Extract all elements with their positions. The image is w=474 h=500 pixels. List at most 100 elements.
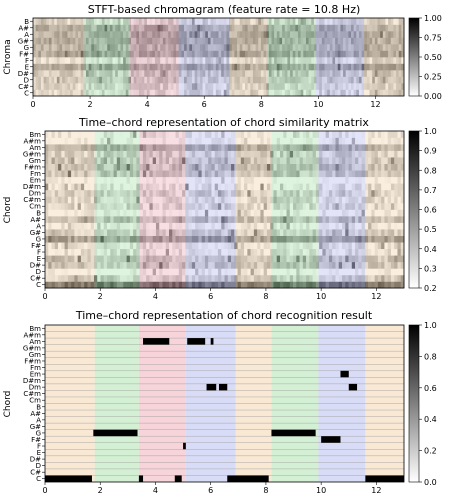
chroma-cell bbox=[250, 31, 254, 38]
chroma-cell bbox=[213, 57, 217, 64]
similarity-cell bbox=[110, 150, 114, 158]
similarity-cell bbox=[237, 216, 242, 223]
similarity-cell bbox=[204, 274, 209, 282]
similarity-cell bbox=[51, 150, 56, 158]
similarity-cell bbox=[309, 248, 313, 256]
chroma-cell bbox=[210, 76, 214, 84]
similarity-cell bbox=[58, 137, 62, 145]
similarity-cell bbox=[51, 281, 56, 289]
similarity-cell bbox=[45, 255, 49, 263]
chroma-cell bbox=[316, 70, 320, 77]
similarity-cell bbox=[322, 196, 326, 204]
chroma-cell bbox=[308, 76, 312, 84]
chroma-cell bbox=[197, 89, 201, 97]
chroma-cell bbox=[252, 44, 256, 51]
chroma-cell bbox=[234, 24, 238, 32]
chroma-cell bbox=[133, 83, 137, 90]
similarity-cell bbox=[247, 261, 251, 269]
similarity-cell bbox=[325, 216, 330, 223]
chroma-cell bbox=[46, 18, 50, 25]
similarity-cell bbox=[377, 157, 382, 165]
chroma-cell bbox=[390, 57, 394, 64]
similarity-cell bbox=[361, 163, 366, 171]
similarity-cell bbox=[169, 255, 173, 263]
similarity-cell bbox=[217, 144, 222, 151]
similarity-cell bbox=[80, 144, 85, 151]
chroma-cell bbox=[221, 37, 225, 45]
chroma-cell bbox=[358, 57, 362, 64]
similarity-cell bbox=[237, 242, 242, 250]
similarity-cell bbox=[214, 183, 219, 191]
similarity-cell bbox=[302, 242, 307, 250]
similarity-cell bbox=[390, 170, 395, 178]
similarity-cell bbox=[211, 150, 216, 158]
chroma-cell bbox=[292, 83, 296, 90]
chroma-cell bbox=[215, 63, 219, 71]
chroma-cell bbox=[109, 63, 113, 71]
chroma-cell bbox=[303, 76, 307, 84]
chroma-cell bbox=[385, 31, 389, 38]
similarity-cell bbox=[58, 157, 62, 165]
chroma-cell bbox=[173, 44, 177, 51]
chroma-cell bbox=[165, 50, 169, 58]
chroma-cell bbox=[184, 76, 187, 84]
chroma-cell bbox=[401, 50, 405, 58]
chroma-cell bbox=[170, 89, 174, 97]
similarity-cell bbox=[296, 170, 300, 178]
chroma-cell bbox=[274, 76, 278, 84]
chroma-cell bbox=[218, 31, 222, 38]
chroma-cell bbox=[131, 76, 134, 84]
similarity-cell bbox=[247, 137, 251, 145]
similarity-cell bbox=[335, 196, 340, 204]
similarity-cell bbox=[204, 183, 209, 191]
similarity-cell bbox=[384, 242, 388, 250]
similarity-cell bbox=[384, 170, 388, 178]
chroma-cell bbox=[104, 24, 108, 32]
similarity-cell bbox=[283, 196, 287, 204]
similarity-cell bbox=[221, 150, 225, 158]
chroma-cell bbox=[271, 83, 275, 90]
similarity-cell bbox=[306, 222, 310, 230]
chroma-cell bbox=[311, 24, 315, 32]
chroma-cell bbox=[141, 44, 145, 51]
chroma-cell bbox=[139, 57, 142, 64]
chroma-cell bbox=[231, 44, 235, 51]
similarity-cell bbox=[211, 144, 216, 151]
similarity-cell bbox=[309, 176, 313, 184]
chroma-cell bbox=[303, 57, 307, 64]
similarity-cell bbox=[188, 150, 193, 158]
chroma-cell bbox=[279, 37, 283, 45]
similarity-cell bbox=[201, 137, 206, 145]
chroma-cell bbox=[86, 37, 89, 45]
chroma-cell bbox=[276, 89, 280, 97]
similarity-cell bbox=[107, 268, 111, 276]
similarity-cell bbox=[110, 248, 114, 256]
chroma-cell bbox=[385, 18, 389, 25]
chroma-cell bbox=[321, 37, 325, 45]
similarity-cell bbox=[283, 163, 287, 171]
similarity-cell bbox=[325, 242, 330, 250]
chroma-cell bbox=[340, 83, 344, 90]
chroma-cell bbox=[266, 31, 270, 38]
similarity-cell bbox=[87, 235, 91, 243]
similarity-cell bbox=[306, 268, 310, 276]
similarity-cell bbox=[80, 261, 85, 269]
similarity-cell bbox=[162, 268, 167, 276]
chroma-cell bbox=[351, 50, 354, 58]
chroma-cell bbox=[380, 70, 384, 77]
chroma-cell bbox=[276, 83, 280, 90]
chroma-cell bbox=[382, 31, 386, 38]
similarity-cell bbox=[61, 144, 65, 151]
similarity-cell bbox=[247, 222, 251, 230]
similarity-cell bbox=[169, 261, 173, 269]
colorbar-tick-label: 1.0 bbox=[424, 127, 437, 136]
chroma-cell bbox=[59, 24, 63, 32]
chroma-cell bbox=[184, 57, 187, 64]
similarity-cell bbox=[325, 202, 330, 210]
chroma-cell bbox=[382, 18, 386, 25]
similarity-cell bbox=[142, 216, 147, 223]
similarity-cell bbox=[48, 137, 52, 145]
chroma-cell bbox=[364, 37, 368, 45]
chroma-cell bbox=[242, 83, 246, 90]
chroma-cell bbox=[104, 37, 108, 45]
